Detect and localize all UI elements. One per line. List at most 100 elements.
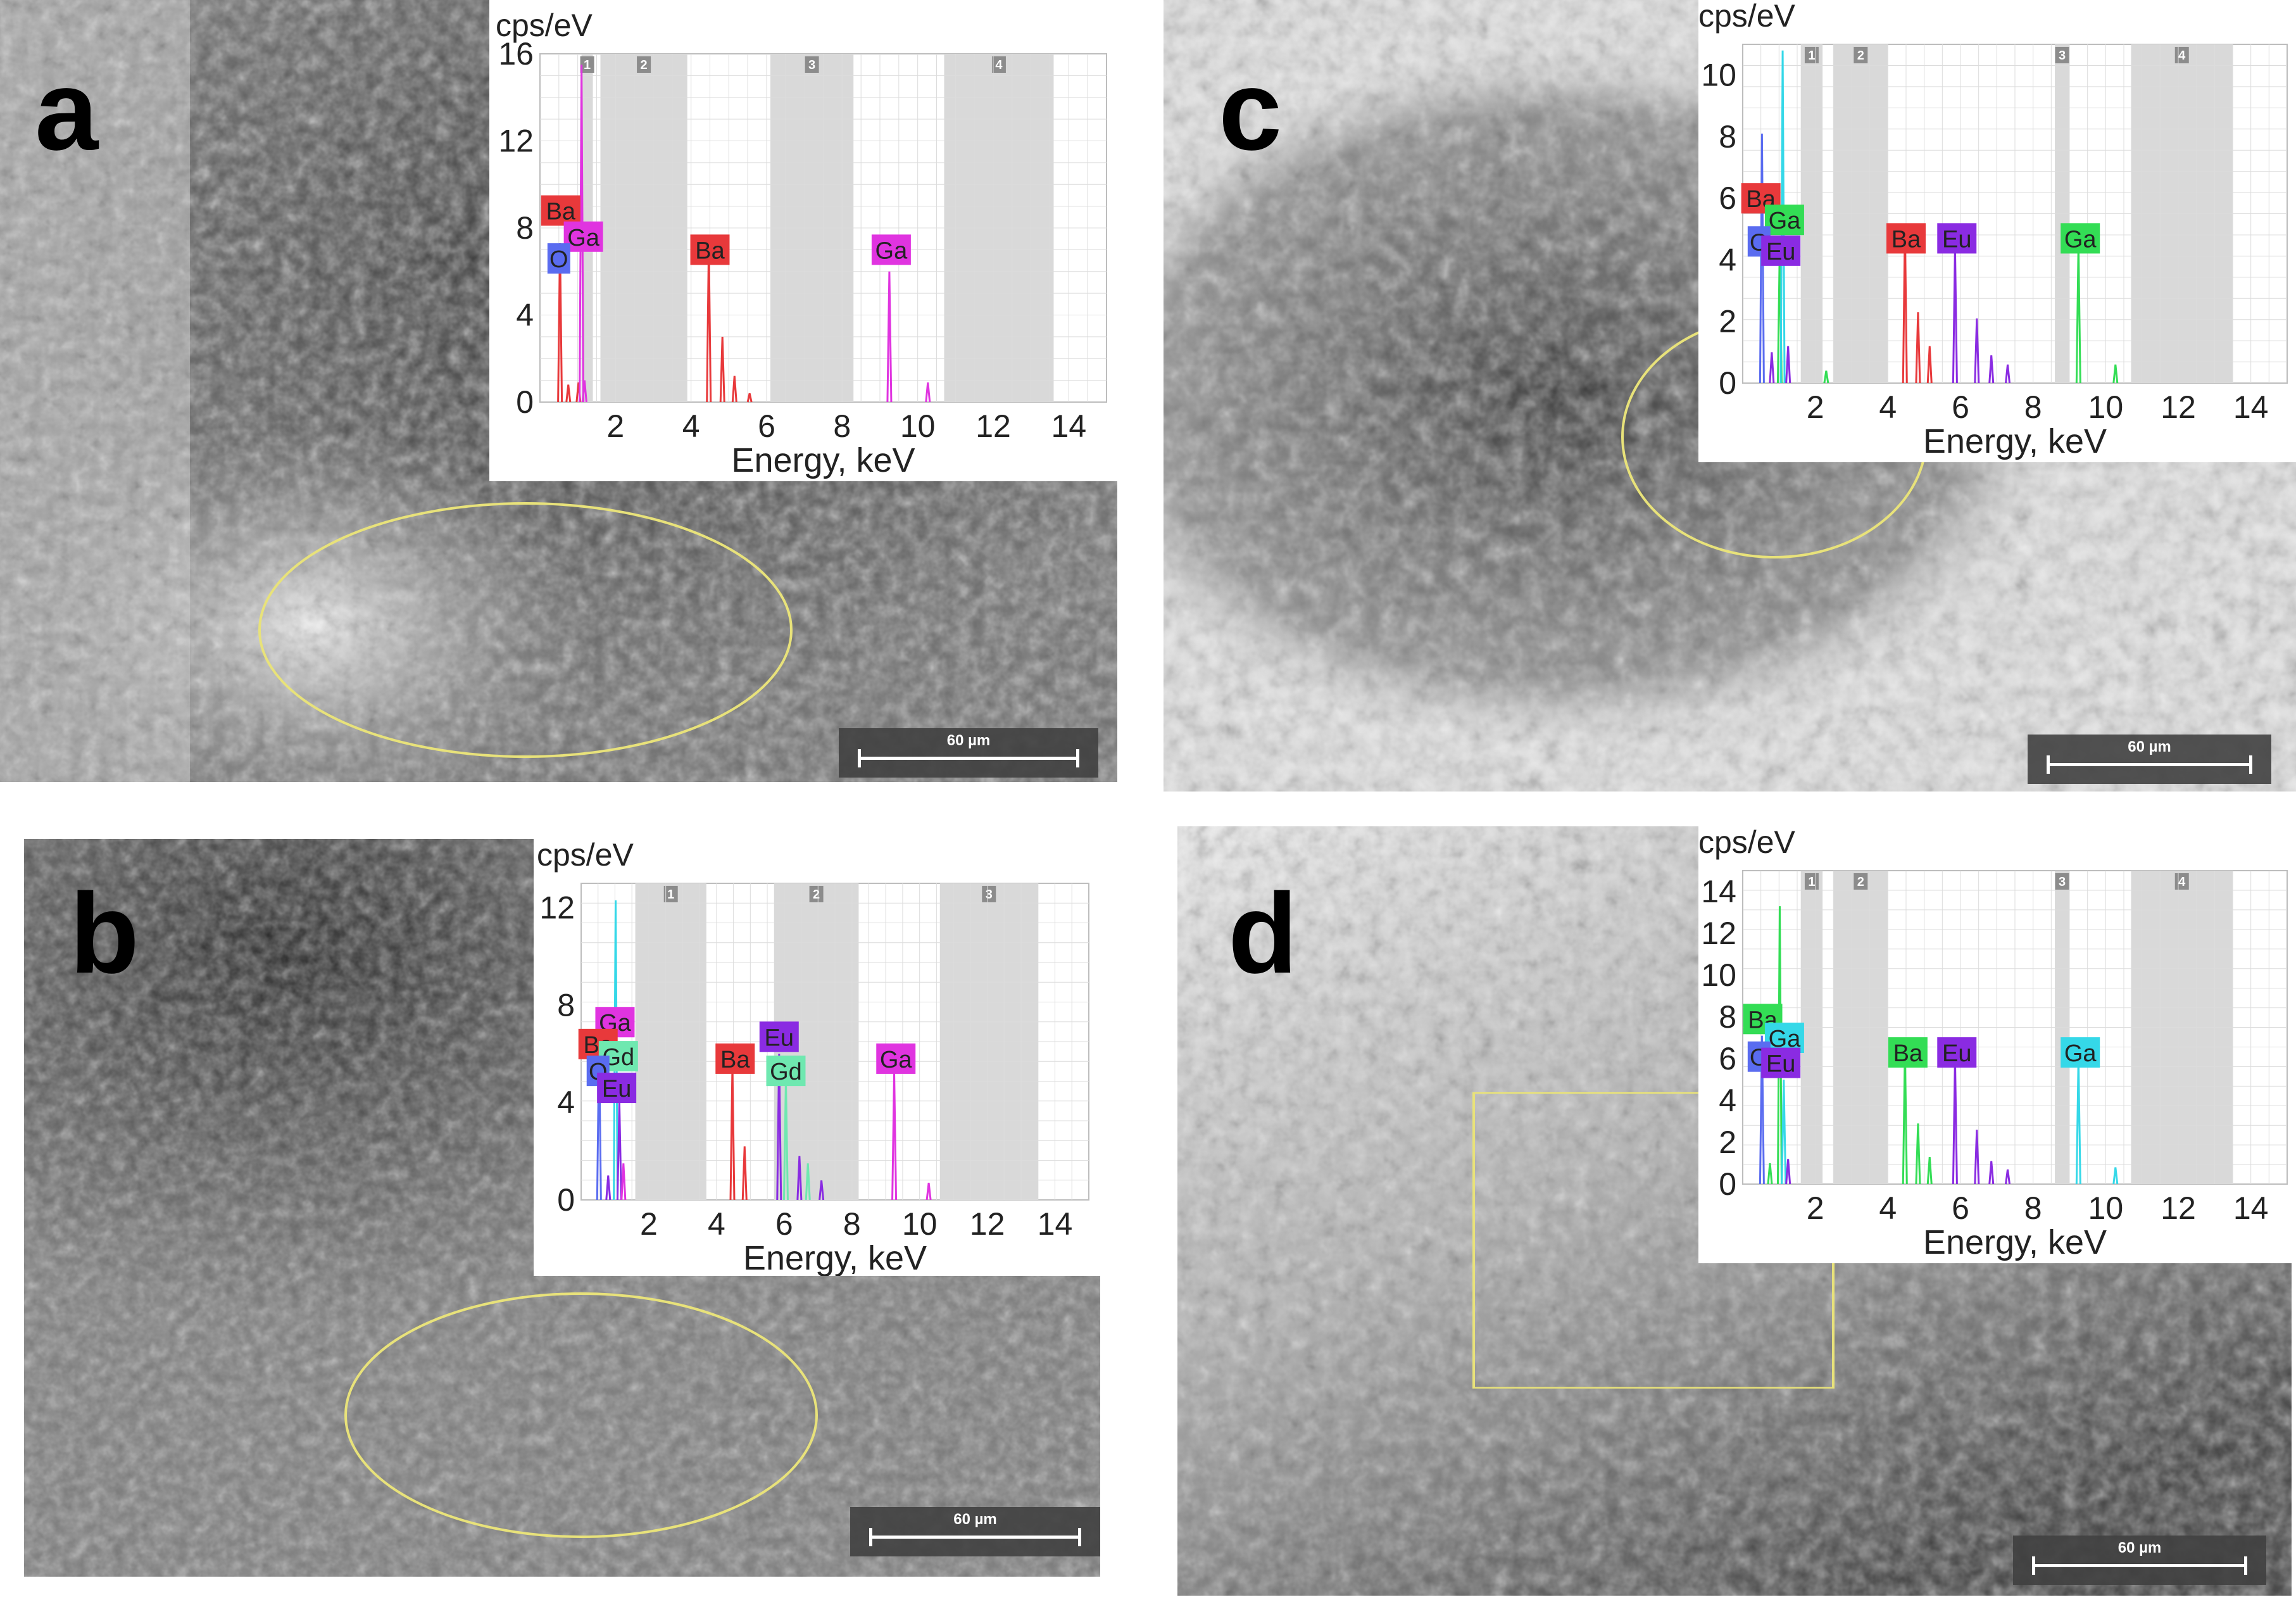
- element-label-box: [547, 243, 570, 274]
- spectrum-peak: [1915, 1123, 1921, 1185]
- y-tick-label: 10: [1701, 58, 1736, 93]
- spectrum-peak: [746, 393, 753, 403]
- element-label: Ba: [546, 199, 576, 225]
- region-label: 4: [2178, 49, 2186, 63]
- x-tick-label: 10: [2088, 389, 2124, 425]
- eds-spectrum-a: 1 2 3 4 2 4 6 8 10 12 14 0 4 8 12 16 cps/eV Energy, keV Ba…: [489, 0, 1117, 481]
- scale-bar-label: 60 µm: [953, 1511, 997, 1528]
- region-badge: [2055, 873, 2069, 890]
- spectrum-peak: [1926, 346, 1933, 384]
- y-tick-label: 0: [1719, 1166, 1736, 1202]
- element-label: Ga: [567, 225, 600, 251]
- x-tick-label: 4: [682, 408, 700, 444]
- spectrum-peak: [2005, 364, 2011, 384]
- y-tick-label: 8: [1719, 119, 1736, 155]
- x-tick-label: 14: [1038, 1206, 1073, 1242]
- scale-bar-line: [2032, 1564, 2247, 1567]
- scale-bar: 60 µm: [2013, 1536, 2266, 1585]
- spectrum-peak: [719, 336, 725, 403]
- x-tick-label: 8: [2024, 389, 2042, 425]
- element-label: Ga: [880, 1047, 913, 1073]
- element-label-box: [1937, 1037, 1977, 1068]
- region-badge: [805, 56, 819, 73]
- element-label: Ga: [1769, 208, 1802, 234]
- region-badge: [809, 886, 824, 902]
- panel-letter: d: [1228, 870, 1298, 997]
- region-label: 1: [1808, 875, 1815, 889]
- scale-bar-label: 60 µm: [2128, 738, 2171, 755]
- element-label-box: [1764, 205, 1804, 236]
- y-tick-label: 8: [1719, 999, 1736, 1035]
- x-tick-label: 10: [902, 1206, 938, 1242]
- y-tick-label: 16: [498, 36, 534, 72]
- y-tick-label: 2: [1719, 304, 1736, 339]
- x-tick-label: 12: [2161, 1190, 2196, 1226]
- region-badge: [637, 56, 651, 73]
- x-tick-label: 6: [775, 1206, 793, 1242]
- y-tick-label: 0: [557, 1182, 575, 1218]
- x-tick-label: 4: [1879, 389, 1897, 425]
- region-label: 1: [1808, 49, 1815, 63]
- spectrum-peak: [557, 243, 563, 403]
- spectrum-peak: [605, 1175, 612, 1201]
- x-tick-label: 12: [2161, 389, 2196, 425]
- y-tick-label: 4: [1719, 1083, 1736, 1118]
- scale-bar: 60 µm: [839, 728, 1098, 778]
- spectrum-peak: [1759, 1035, 1765, 1185]
- region-badge: [982, 886, 996, 902]
- x-tick-label: 2: [640, 1206, 658, 1242]
- element-label-box: [2061, 223, 2100, 254]
- x-tick-label: 14: [1051, 408, 1087, 444]
- region-badge: [991, 56, 1006, 73]
- spectrum-peak: [2112, 364, 2119, 384]
- element-label: Ba: [720, 1047, 750, 1073]
- y-tick-label: 14: [1701, 874, 1736, 909]
- spectrum-peak: [741, 1146, 748, 1201]
- x-tick-label: 8: [2024, 1190, 2042, 1226]
- spectrum-peak: [581, 380, 587, 403]
- x-tick-label: 10: [2088, 1190, 2124, 1226]
- region-badge: [663, 886, 678, 902]
- element-label-box: [871, 234, 911, 265]
- x-tick-label: 12: [970, 1206, 1005, 1242]
- region-badge: [1854, 873, 1868, 890]
- y-tick-label: 4: [1719, 242, 1736, 277]
- x-tick-label: 2: [606, 408, 624, 444]
- spectrum-peak: [925, 1182, 932, 1201]
- scale-bar-line: [2047, 763, 2252, 766]
- element-label: Eu: [1942, 1040, 1971, 1067]
- spectrum-peak: [731, 375, 737, 403]
- spectrum-peak: [1988, 1161, 1995, 1185]
- scale-bar: 60 µm: [2028, 735, 2271, 784]
- element-label-box: [876, 1043, 916, 1074]
- element-label-box: [715, 1043, 755, 1074]
- region-label: 2: [1857, 875, 1864, 889]
- region-label: 3: [2059, 875, 2066, 889]
- y-tick-label: 12: [498, 123, 534, 159]
- region-label: 3: [2059, 49, 2066, 63]
- spectrum-peak: [796, 1156, 803, 1201]
- spectrum-peak: [1974, 1130, 1980, 1185]
- spectrum-peak: [1915, 312, 1921, 384]
- element-label-box: [1761, 235, 1801, 266]
- region-label: 2: [641, 58, 648, 72]
- spectrum-peak: [620, 1163, 627, 1201]
- eds-spectrum-c: 1 2 3 4 2 4 6 8 10 12 14 0 2 4 6 8 10 cps/eV Energy, keV Ba…: [1698, 0, 2296, 462]
- analysis-region-ellipse: [344, 1292, 818, 1538]
- x-tick-label: 14: [2233, 1190, 2269, 1226]
- spectrum-peak: [1759, 134, 1765, 384]
- y-tick-label: 0: [1719, 365, 1736, 401]
- element-label: Eu: [765, 1025, 794, 1051]
- spectrum-peak: [819, 1180, 825, 1201]
- region-badge: [1854, 47, 1868, 63]
- spectrum-peak: [1785, 1159, 1791, 1185]
- region-label: 4: [2178, 875, 2186, 889]
- element-label: Ga: [2064, 1040, 2097, 1067]
- panel-letter: a: [35, 47, 99, 174]
- region-label: 3: [808, 58, 815, 72]
- panel-letter: b: [70, 870, 139, 997]
- y-axis-label: cps/eV: [496, 8, 593, 43]
- spectrum-peak: [2005, 1169, 2011, 1185]
